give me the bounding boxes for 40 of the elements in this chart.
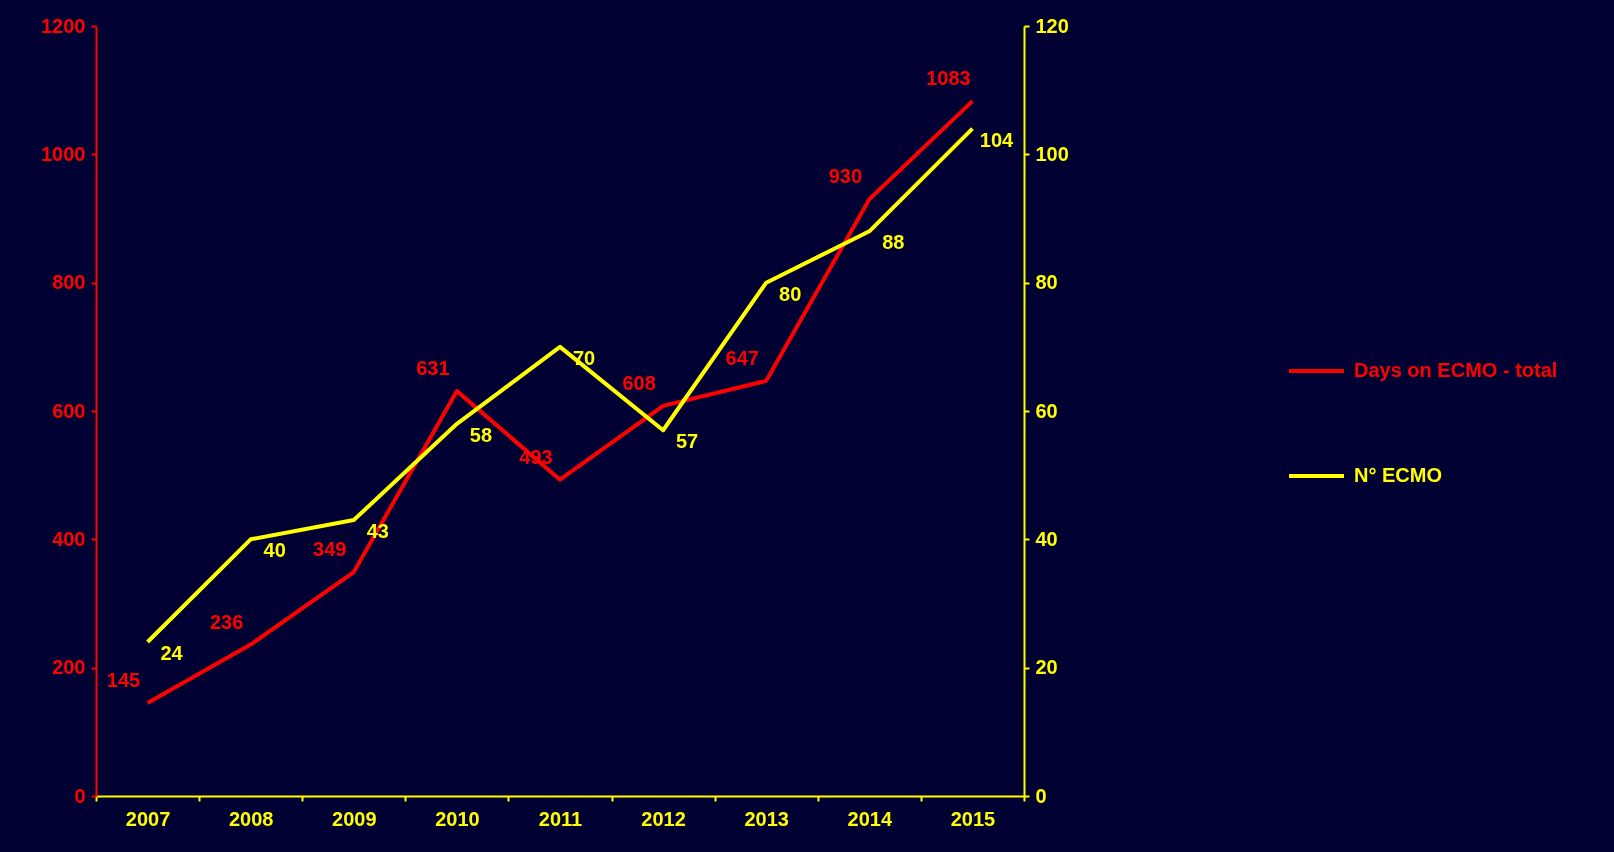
data-label: 58: [469, 423, 493, 446]
y-tick-label: 200: [52, 656, 86, 679]
data-label: 349: [313, 538, 347, 561]
legend-label: N° ECMO: [1354, 464, 1442, 486]
y2-tick-label: 40: [1035, 527, 1058, 550]
x-tick-label: 2007: [125, 807, 171, 830]
y2-tick-label: 0: [1035, 784, 1047, 807]
x-tick-label: 2010: [435, 807, 480, 830]
x-tick-label: 2013: [744, 807, 789, 830]
y2-tick-label: 120: [1035, 14, 1069, 37]
y-tick-label: 600: [52, 399, 86, 422]
data-label: 80: [779, 282, 802, 305]
data-label: 631: [416, 357, 450, 380]
y-tick-label: 0: [74, 784, 86, 807]
y-tick-label: 400: [52, 527, 86, 550]
data-label: 236: [209, 610, 244, 633]
y2-tick-label: 80: [1035, 271, 1058, 294]
y2-tick-label: 100: [1035, 142, 1069, 165]
data-label: 1083: [926, 67, 971, 90]
data-label: 57: [675, 430, 699, 453]
data-label: 647: [725, 346, 759, 369]
data-label: 40: [263, 539, 286, 562]
x-tick-label: 2008: [228, 807, 274, 830]
data-label: 608: [622, 371, 656, 394]
x-tick-label: 2011: [538, 807, 583, 830]
data-label: 24: [160, 642, 184, 664]
y2-tick-label: 60: [1035, 399, 1058, 422]
data-label: 930: [828, 165, 863, 188]
x-tick-label: 2009: [332, 807, 377, 830]
y-tick-label: 1200: [41, 14, 86, 37]
data-label: 145: [106, 668, 141, 691]
x-tick-label: 2012: [641, 807, 686, 830]
y2-tick-label: 20: [1035, 656, 1058, 679]
data-label: 104: [979, 128, 1014, 151]
y-tick-label: 800: [52, 271, 86, 294]
x-tick-label: 2015: [950, 807, 996, 830]
data-label: 88: [882, 231, 905, 254]
legend-label: Days on ECMO - total: [1354, 359, 1558, 381]
x-tick-label: 2014: [847, 807, 893, 830]
y-tick-label: 1000: [41, 142, 86, 165]
